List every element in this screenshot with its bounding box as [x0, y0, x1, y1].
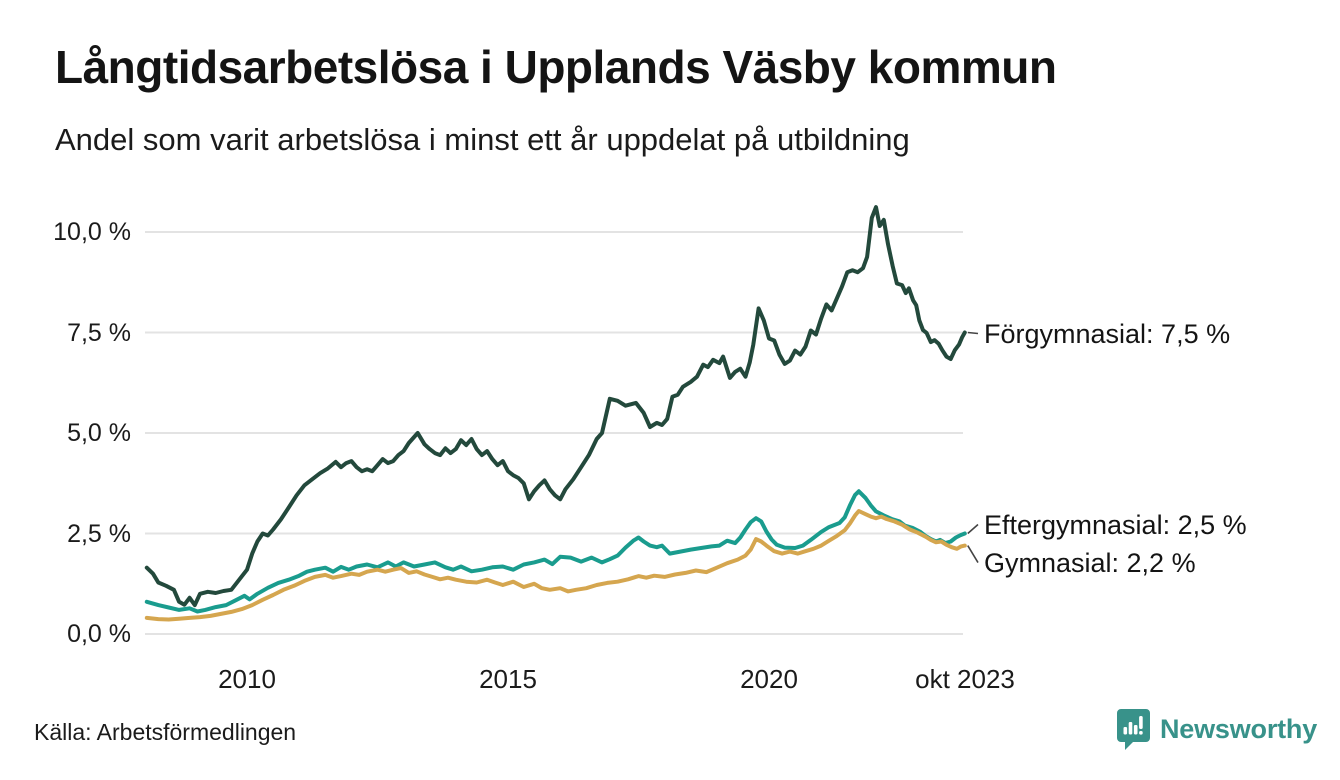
y-tick-label: 7,5 %: [67, 318, 131, 347]
y-tick-label: 10,0 %: [53, 218, 131, 246]
series-line-eftergymnasial: [144, 489, 967, 614]
series-line-förgymnasial: [144, 205, 967, 608]
x-tick-label: 2015: [479, 664, 537, 694]
label-leader-line: [967, 545, 979, 563]
y-tick-label: 5,0 %: [67, 419, 131, 447]
x-tick-label: 2020: [740, 664, 798, 694]
newsworthy-logo: Newsworthy: [1116, 708, 1317, 750]
label-leader-line: [967, 523, 979, 535]
series-label-gymnasial: Gymnasial: 2,2 %: [984, 547, 1196, 578]
bar-chart-speech-bubble-icon: [1117, 709, 1150, 750]
page-title: Långtidsarbetslösa i Upplands Väsby komm…: [55, 41, 1057, 93]
y-tick-label: 0,0 %: [67, 620, 131, 648]
y-tick-label: 2,5 %: [67, 519, 131, 548]
source-note: Källa: Arbetsförmedlingen: [34, 719, 297, 745]
newsworthy-wordmark: Newsworthy: [1160, 713, 1318, 744]
series-line-gymnasial: [144, 509, 967, 622]
x-tick-label: 2010: [218, 664, 276, 694]
series-label-förgymnasial: Förgymnasial: 7,5 %: [984, 318, 1231, 349]
series-label-eftergymnasial: Eftergymnasial: 2,5 %: [984, 509, 1247, 540]
page-subtitle: Andel som varit arbetslösa i minst ett å…: [55, 122, 910, 157]
label-leader-line: [967, 331, 979, 335]
x-tick-label: okt 2023: [915, 664, 1015, 694]
